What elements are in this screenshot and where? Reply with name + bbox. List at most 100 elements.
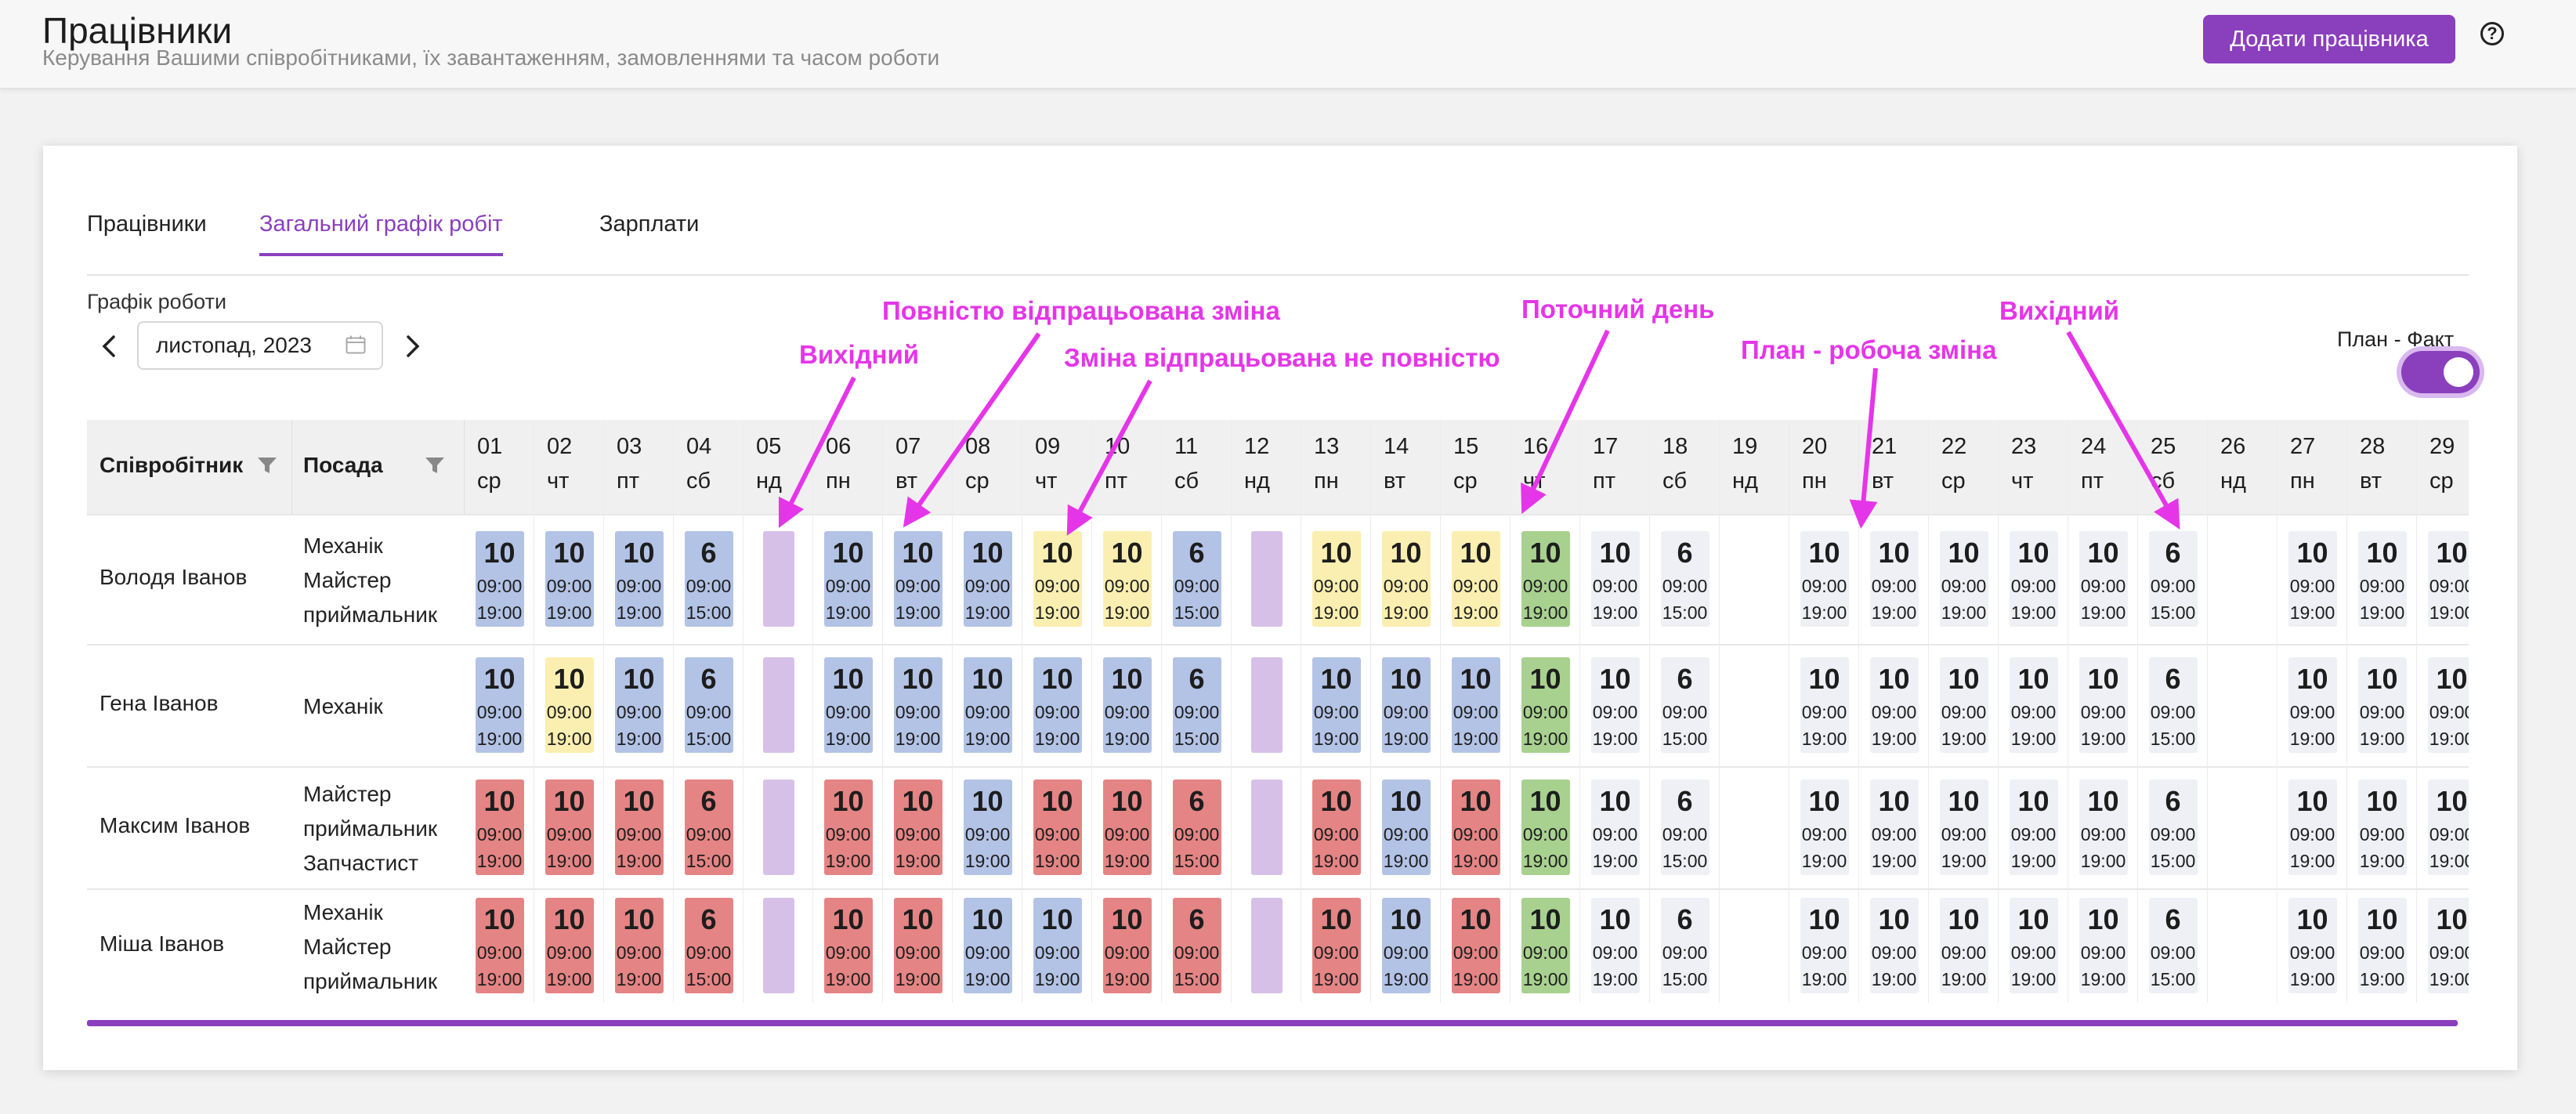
shift-cell-plan[interactable]: 10 09:00 19:00 [1869,898,1919,993]
shift-cell-plan[interactable]: 10 09:00 19:00 [2427,657,2469,753]
shift-cell-absent[interactable]: 10 09:00 19:00 [475,898,524,993]
shift-cell-partial[interactable]: 10 09:00 19:00 [545,657,594,753]
shift-cell-absent[interactable]: 10 09:00 19:00 [614,779,664,875]
shift-cell-full[interactable]: 10 09:00 19:00 [963,657,1012,753]
shift-cell-full[interactable]: 10 09:00 19:00 [614,657,664,753]
day-off-cell[interactable] [1250,531,1283,627]
shift-cell-plan[interactable]: 10 09:00 19:00 [2009,898,2058,993]
shift-cell-plan[interactable]: 6 09:00 15:00 [1660,779,1709,875]
shift-cell-plan[interactable]: 10 09:00 19:00 [2288,657,2337,753]
shift-cell-absent[interactable]: 6 09:00 15:00 [1172,898,1221,993]
shift-cell-absent[interactable]: 10 09:00 19:00 [893,898,942,993]
shift-cell-absent[interactable]: 10 09:00 19:00 [823,898,873,993]
tab-salaries[interactable]: Зарплати [599,212,700,237]
shift-cell-plan[interactable]: 10 09:00 19:00 [2427,898,2469,993]
shift-cell-full[interactable]: 10 09:00 19:00 [1033,898,1082,993]
shift-cell-plan[interactable]: 10 09:00 19:00 [1869,657,1919,753]
day-off-cell[interactable] [762,898,794,993]
shift-cell-today[interactable]: 10 09:00 19:00 [1521,779,1570,875]
shift-cell-plan[interactable]: 6 09:00 15:00 [2148,779,2198,875]
shift-cell-full[interactable]: 10 09:00 19:00 [475,531,524,627]
shift-cell-full[interactable]: 6 09:00 15:00 [1172,657,1221,753]
shift-cell-plan[interactable]: 10 09:00 19:00 [2079,657,2128,753]
shift-cell-absent[interactable]: 10 09:00 19:00 [893,779,942,875]
shift-cell-absent[interactable]: 10 09:00 19:00 [1312,779,1361,875]
shift-cell-plan[interactable]: 10 09:00 19:00 [1800,779,1849,875]
shift-cell-full[interactable]: 6 09:00 15:00 [684,531,733,627]
shift-cell-plan[interactable]: 10 09:00 19:00 [1939,779,1988,875]
shift-cell-absent[interactable]: 6 09:00 15:00 [1172,779,1221,875]
shift-cell-absent[interactable]: 10 09:00 19:00 [1102,779,1152,875]
shift-cell-plan[interactable]: 6 09:00 15:00 [2148,657,2198,753]
shift-cell-partial[interactable]: 10 09:00 19:00 [1381,531,1431,627]
day-off-cell[interactable] [1250,657,1283,753]
shift-cell-partial[interactable]: 10 09:00 19:00 [1033,531,1082,627]
shift-cell-full[interactable]: 10 09:00 19:00 [963,779,1012,875]
shift-cell-plan[interactable]: 6 09:00 15:00 [1660,657,1709,753]
horizontal-scrollbar[interactable] [87,1020,2458,1026]
shift-cell-full[interactable]: 10 09:00 19:00 [1312,657,1361,753]
shift-cell-full[interactable]: 10 09:00 19:00 [823,531,873,627]
shift-cell-absent[interactable]: 10 09:00 19:00 [614,898,664,993]
shift-cell-plan[interactable]: 10 09:00 19:00 [2357,779,2407,875]
help-icon[interactable]: ? [2480,22,2504,45]
shift-cell-plan[interactable]: 10 09:00 19:00 [2427,779,2469,875]
shift-cell-absent[interactable]: 6 09:00 15:00 [684,779,733,875]
shift-cell-plan[interactable]: 10 09:00 19:00 [2009,657,2058,753]
day-off-cell[interactable] [762,531,794,627]
shift-cell-plan[interactable]: 10 09:00 19:00 [2288,898,2337,993]
shift-cell-plan[interactable]: 10 09:00 19:00 [1590,657,1640,753]
shift-cell-full[interactable]: 10 09:00 19:00 [893,657,942,753]
shift-cell-absent[interactable]: 10 09:00 19:00 [1102,898,1152,993]
shift-cell-absent[interactable]: 10 09:00 19:00 [475,779,524,875]
filter-icon[interactable] [256,456,278,475]
add-employee-button[interactable]: Додати працівника [2203,15,2455,63]
next-month-button[interactable] [400,331,424,362]
shift-cell-absent[interactable]: 10 09:00 19:00 [1451,779,1500,875]
shift-cell-absent[interactable]: 10 09:00 19:00 [1451,898,1500,993]
shift-cell-plan[interactable]: 6 09:00 15:00 [1660,531,1709,627]
shift-cell-absent[interactable]: 10 09:00 19:00 [1033,779,1082,875]
shift-cell-plan[interactable]: 10 09:00 19:00 [2009,531,2058,627]
shift-cell-partial[interactable]: 10 09:00 19:00 [1312,531,1361,627]
shift-cell-full[interactable]: 10 09:00 19:00 [614,531,664,627]
shift-cell-plan[interactable]: 10 09:00 19:00 [1590,898,1640,993]
shift-cell-full[interactable]: 10 09:00 19:00 [963,898,1012,993]
shift-cell-absent[interactable]: 10 09:00 19:00 [545,779,594,875]
shift-cell-full[interactable]: 10 09:00 19:00 [545,531,594,627]
shift-cell-plan[interactable]: 10 09:00 19:00 [1800,531,1849,627]
shift-cell-today[interactable]: 10 09:00 19:00 [1521,657,1570,753]
filter-icon[interactable] [424,456,446,475]
shift-cell-absent[interactable]: 10 09:00 19:00 [1312,898,1361,993]
plan-fact-toggle[interactable] [2401,351,2480,393]
shift-cell-plan[interactable]: 10 09:00 19:00 [1869,779,1919,875]
shift-cell-plan[interactable]: 6 09:00 15:00 [2148,898,2198,993]
shift-cell-plan[interactable]: 6 09:00 15:00 [2148,531,2198,627]
shift-cell-full[interactable]: 6 09:00 15:00 [684,657,733,753]
employee-name[interactable]: Міша Іванов [99,931,225,956]
employee-name[interactable]: Максим Іванов [99,813,251,837]
shift-cell-full[interactable]: 10 09:00 19:00 [963,531,1012,627]
shift-cell-full[interactable]: 10 09:00 19:00 [893,531,942,627]
shift-cell-absent[interactable]: 6 09:00 15:00 [684,898,733,993]
day-off-cell[interactable] [762,657,794,753]
shift-cell-plan[interactable]: 10 09:00 19:00 [2288,779,2337,875]
employee-name[interactable]: Гена Іванов [99,691,219,715]
shift-cell-full[interactable]: 10 09:00 19:00 [1102,657,1152,753]
shift-cell-full[interactable]: 10 09:00 19:00 [823,657,873,753]
shift-cell-plan[interactable]: 10 09:00 19:00 [2079,779,2128,875]
shift-cell-plan[interactable]: 10 09:00 19:00 [2009,779,2058,875]
shift-cell-plan[interactable]: 6 09:00 15:00 [1660,898,1709,993]
shift-cell-today[interactable]: 10 09:00 19:00 [1521,898,1570,993]
month-picker-input[interactable]: листопад, 2023 [137,321,383,370]
shift-cell-full[interactable]: 10 09:00 19:00 [1381,657,1431,753]
shift-cell-absent[interactable]: 10 09:00 19:00 [545,898,594,993]
employee-name[interactable]: Володя Іванов [99,565,248,589]
prev-month-button[interactable] [98,331,121,362]
shift-cell-plan[interactable]: 10 09:00 19:00 [1869,531,1919,627]
shift-cell-full[interactable]: 6 09:00 15:00 [1172,531,1221,627]
day-off-cell[interactable] [1250,898,1283,993]
shift-cell-plan[interactable]: 10 09:00 19:00 [1939,657,1988,753]
shift-cell-plan[interactable]: 10 09:00 19:00 [2357,657,2407,753]
shift-cell-absent[interactable]: 10 09:00 19:00 [823,779,873,875]
